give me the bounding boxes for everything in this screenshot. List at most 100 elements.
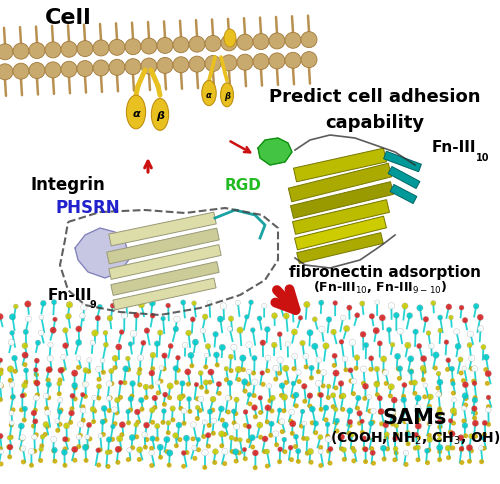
Circle shape [384, 432, 390, 437]
Circle shape [349, 379, 353, 383]
Circle shape [240, 355, 246, 362]
Circle shape [312, 343, 318, 349]
Circle shape [180, 300, 186, 305]
Circle shape [128, 342, 132, 346]
Circle shape [87, 358, 92, 363]
Circle shape [125, 59, 141, 75]
Text: Predict cell adhesion
capability: Predict cell adhesion capability [269, 89, 481, 132]
Circle shape [340, 315, 346, 320]
Circle shape [462, 423, 468, 428]
Circle shape [458, 357, 463, 362]
Circle shape [390, 408, 396, 415]
Circle shape [144, 445, 147, 449]
Circle shape [318, 300, 324, 305]
Circle shape [52, 449, 56, 453]
Circle shape [390, 422, 394, 426]
Circle shape [265, 355, 271, 361]
Circle shape [296, 370, 301, 375]
Circle shape [220, 444, 224, 448]
Circle shape [282, 437, 286, 442]
Circle shape [256, 422, 263, 428]
Circle shape [90, 340, 95, 345]
Circle shape [472, 381, 477, 386]
Circle shape [230, 450, 234, 454]
Circle shape [283, 313, 290, 319]
Circle shape [190, 317, 196, 322]
Circle shape [251, 445, 254, 449]
Circle shape [72, 382, 78, 389]
Circle shape [451, 446, 454, 450]
Circle shape [265, 405, 271, 411]
Circle shape [44, 393, 49, 399]
Circle shape [166, 303, 170, 308]
Circle shape [0, 382, 3, 389]
Circle shape [289, 419, 292, 423]
Circle shape [450, 408, 456, 414]
Circle shape [360, 332, 366, 337]
Circle shape [69, 421, 72, 424]
Circle shape [0, 314, 4, 320]
Circle shape [462, 406, 466, 410]
Circle shape [351, 447, 354, 450]
Circle shape [264, 327, 270, 332]
Circle shape [464, 397, 468, 400]
Circle shape [292, 329, 298, 335]
Circle shape [277, 332, 282, 337]
Circle shape [485, 370, 492, 377]
Circle shape [80, 408, 86, 413]
Circle shape [386, 447, 389, 451]
Circle shape [334, 421, 338, 425]
Circle shape [211, 418, 216, 424]
Circle shape [404, 450, 408, 456]
Circle shape [100, 358, 105, 363]
Circle shape [208, 424, 211, 427]
Circle shape [323, 343, 329, 349]
Circle shape [327, 449, 330, 453]
Circle shape [20, 447, 24, 451]
Circle shape [462, 318, 468, 323]
Circle shape [102, 371, 105, 374]
Circle shape [257, 316, 262, 321]
Circle shape [368, 409, 372, 413]
Circle shape [61, 61, 77, 77]
Circle shape [182, 422, 186, 425]
Circle shape [306, 452, 309, 455]
Circle shape [402, 303, 408, 309]
Circle shape [204, 353, 209, 358]
Circle shape [427, 448, 430, 452]
Circle shape [80, 313, 86, 318]
Circle shape [452, 392, 455, 395]
Circle shape [250, 435, 256, 441]
Circle shape [212, 432, 215, 435]
Circle shape [119, 422, 126, 428]
Circle shape [303, 353, 308, 359]
Circle shape [232, 409, 236, 414]
Circle shape [380, 356, 387, 362]
Circle shape [126, 356, 130, 361]
Circle shape [266, 420, 269, 424]
Circle shape [63, 464, 67, 467]
Circle shape [333, 370, 340, 377]
Circle shape [114, 411, 118, 415]
Circle shape [252, 405, 258, 410]
Text: fibronectin adsorption: fibronectin adsorption [289, 264, 481, 279]
Circle shape [428, 422, 431, 425]
Circle shape [140, 340, 146, 346]
Circle shape [77, 60, 93, 76]
Circle shape [341, 408, 344, 411]
Circle shape [60, 354, 66, 360]
Circle shape [319, 464, 322, 468]
Circle shape [176, 355, 180, 360]
Circle shape [203, 466, 206, 469]
Circle shape [236, 300, 240, 305]
Circle shape [24, 380, 28, 384]
Ellipse shape [202, 80, 216, 106]
Circle shape [8, 455, 12, 459]
Circle shape [237, 54, 253, 70]
Circle shape [244, 389, 247, 393]
Circle shape [446, 304, 452, 310]
Circle shape [205, 344, 211, 349]
Circle shape [340, 393, 346, 399]
Circle shape [462, 393, 468, 399]
Circle shape [188, 409, 192, 413]
